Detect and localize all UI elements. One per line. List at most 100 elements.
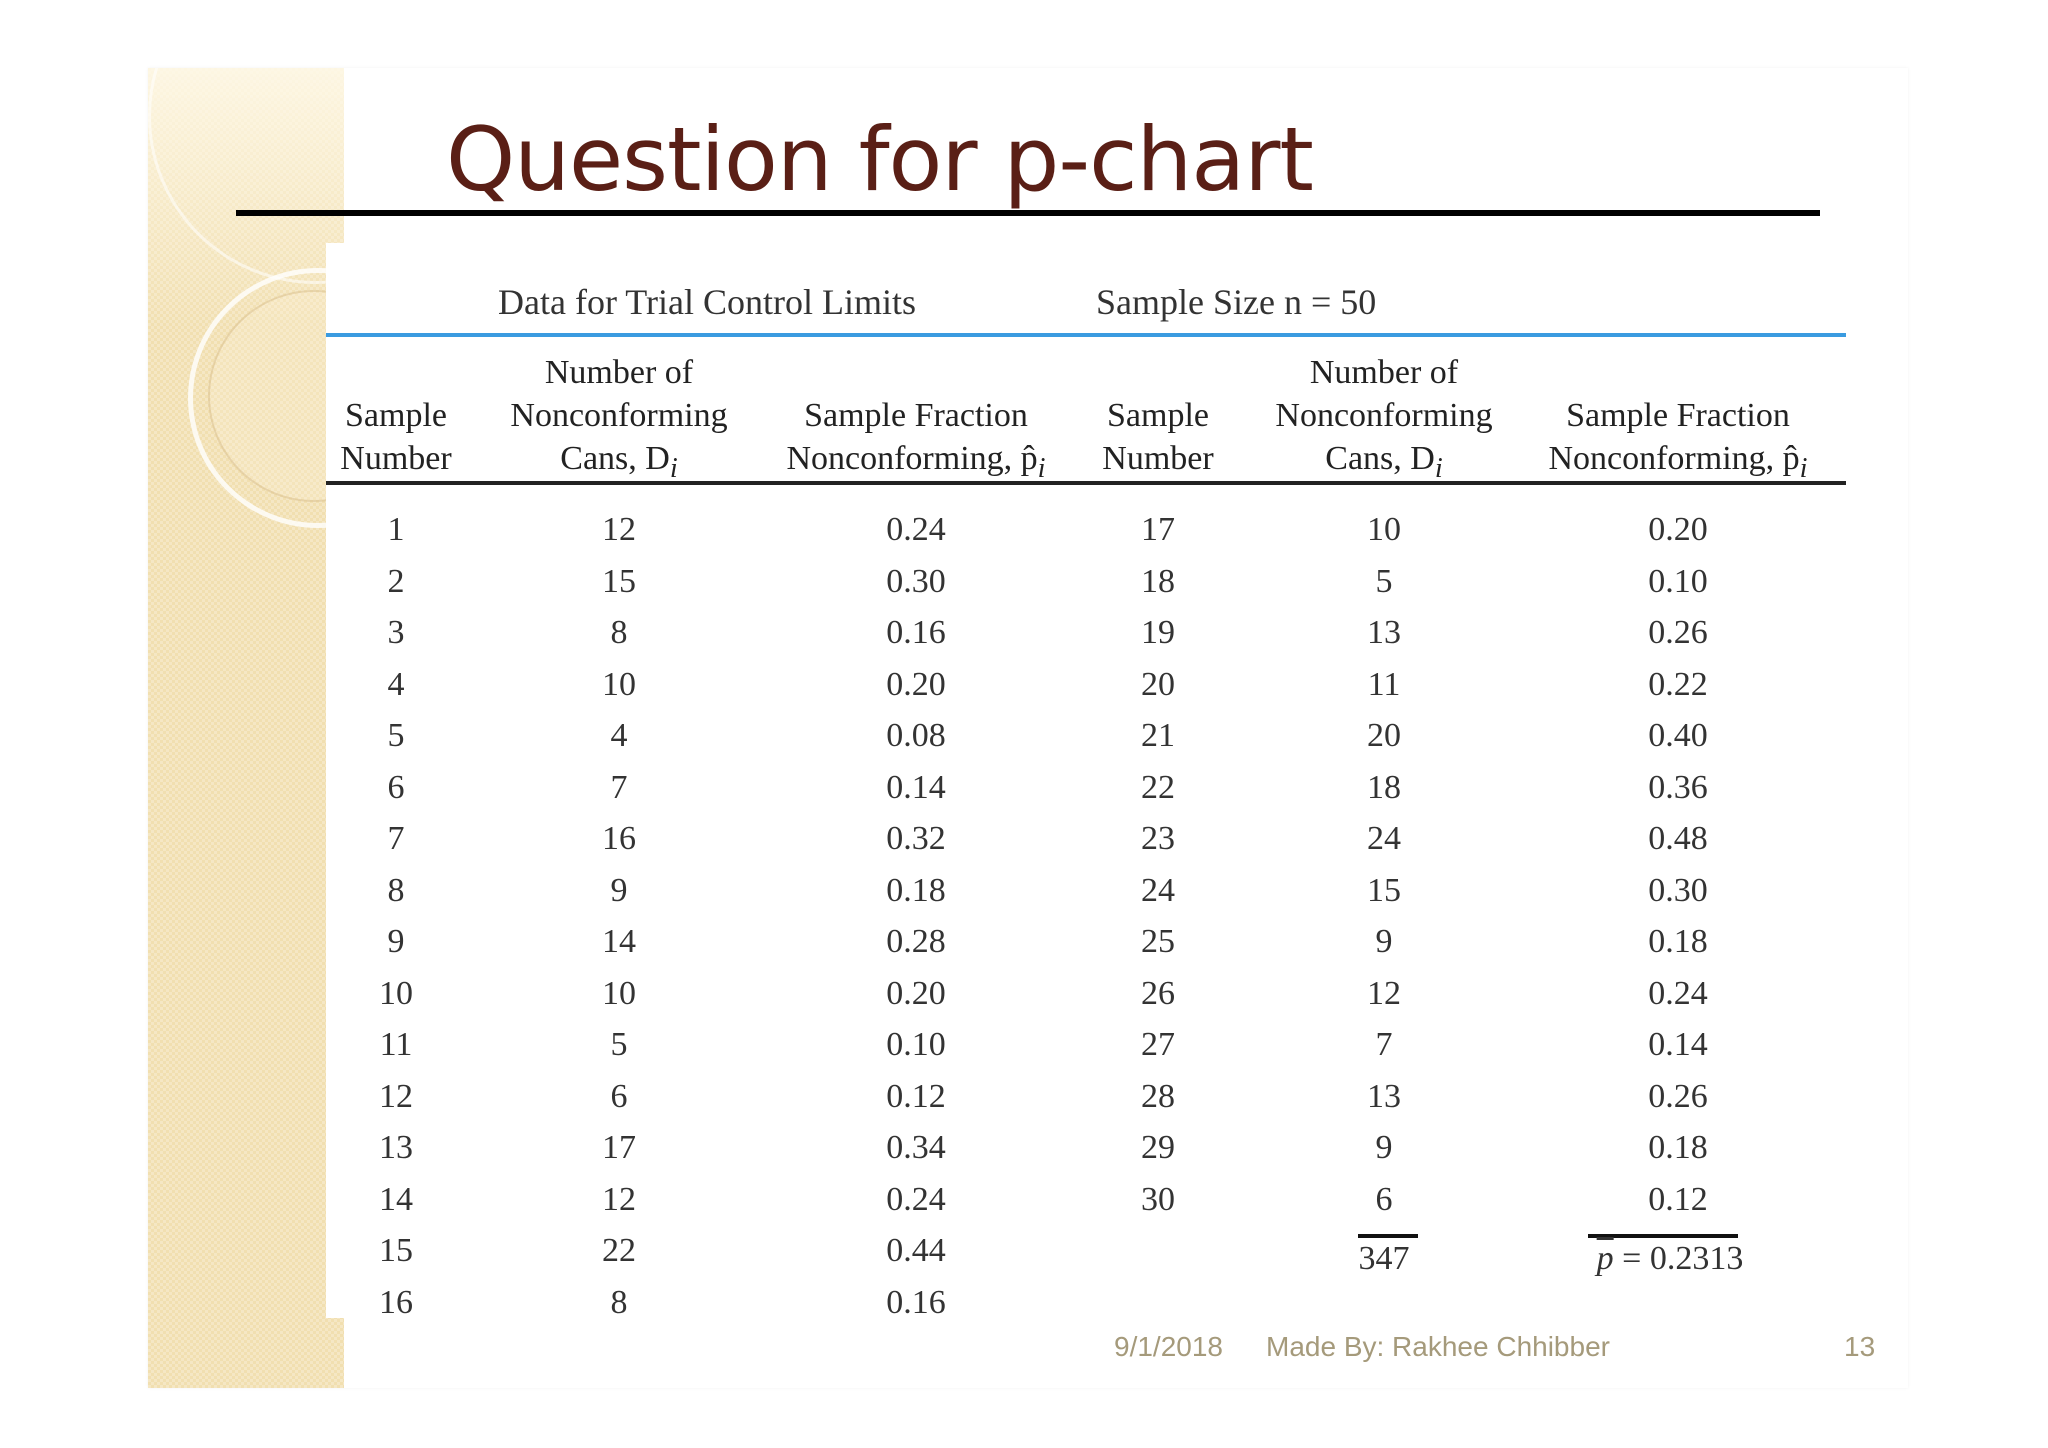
header-line: Nonconforming bbox=[1275, 397, 1493, 434]
cell-nonconforming-count: 6 bbox=[1375, 1180, 1393, 1218]
cell-sample-number: 5 bbox=[387, 717, 405, 754]
table-row: 3 8 0.16 19 13 0.26 bbox=[326, 614, 1846, 666]
table-caption-right: Sample Size n = 50 bbox=[1096, 282, 1377, 322]
cell-nonconforming-count: 8 bbox=[610, 1283, 628, 1321]
cell-nonconforming-count: 16 bbox=[602, 820, 636, 857]
cell-nonconforming-count: 10 bbox=[1367, 511, 1401, 548]
cell-sample-number: 21 bbox=[1141, 717, 1175, 754]
cell-sample-fraction: 0.08 bbox=[886, 717, 946, 754]
cell-sample-number: 26 bbox=[1141, 974, 1175, 1012]
total-nonconforming: 347 bbox=[1358, 1240, 1410, 1277]
cell-nonconforming-count: 13 bbox=[1367, 1077, 1401, 1115]
table-row: 10 10 0.20 26 12 0.24 bbox=[326, 975, 1846, 1027]
slide: Question for p-chart Data for Trial Cont… bbox=[148, 68, 1908, 1388]
cell-sample-fraction: 0.14 bbox=[1648, 1026, 1708, 1063]
header-text: Nonconforming, p bbox=[1548, 440, 1800, 477]
table-body: 1 12 0.24 17 10 0.20 2 15 0.30 18 5 0.10 3 8 0.16 19 13 0… bbox=[326, 511, 1846, 1335]
cell-sample-number: 4 bbox=[387, 665, 405, 703]
header-line: Cans, Di bbox=[510, 437, 727, 484]
cell-sample-number: 16 bbox=[379, 1283, 413, 1321]
header-line: Sample Fraction bbox=[804, 397, 1028, 434]
header-line: Nonconforming, p̂i bbox=[786, 437, 1045, 484]
cell-nonconforming-count: 7 bbox=[1375, 1026, 1393, 1063]
subscript-i: i bbox=[1799, 452, 1808, 484]
table-row: 16 8 0.16 bbox=[326, 1284, 1846, 1336]
p-bar-symbol: p bbox=[1596, 1240, 1614, 1277]
table-row: 6 7 0.14 22 18 0.36 bbox=[326, 769, 1846, 821]
cell-sample-fraction: 0.24 bbox=[1648, 974, 1708, 1012]
cell-sample-number: 18 bbox=[1141, 562, 1175, 600]
cell-sample-fraction: 0.40 bbox=[1648, 717, 1708, 754]
subscript-i: i bbox=[1434, 452, 1443, 484]
header-line: Cans, Di bbox=[1275, 437, 1492, 484]
table-row: 14 12 0.24 30 6 0.12 bbox=[326, 1181, 1846, 1233]
cell-sample-number: 29 bbox=[1141, 1129, 1175, 1166]
p-bar-rule bbox=[1588, 1234, 1738, 1238]
table-row: 11 5 0.10 27 7 0.14 bbox=[326, 1026, 1846, 1078]
cell-sample-number: 25 bbox=[1141, 923, 1175, 960]
cell-nonconforming-count: 18 bbox=[1367, 768, 1401, 806]
cell-sample-fraction: 0.48 bbox=[1648, 820, 1708, 857]
header-fraction-right: Sample Fraction Nonconforming, p̂i bbox=[1548, 394, 1807, 484]
cell-nonconforming-count: 11 bbox=[1367, 665, 1401, 703]
cell-sample-fraction: 0.26 bbox=[1648, 1077, 1708, 1115]
header-text: Nonconforming, p bbox=[786, 440, 1038, 477]
cell-sample-fraction: 0.32 bbox=[886, 820, 946, 857]
cell-sample-number: 17 bbox=[1141, 511, 1175, 548]
cell-sample-fraction: 0.36 bbox=[1648, 768, 1708, 806]
cell-nonconforming-count: 10 bbox=[602, 974, 636, 1012]
table-row: 5 4 0.08 21 20 0.40 bbox=[326, 717, 1846, 769]
cell-sample-fraction: 0.10 bbox=[886, 1026, 946, 1063]
subscript-i: i bbox=[669, 452, 678, 484]
cell-sample-number: 14 bbox=[379, 1180, 413, 1218]
cell-sample-fraction: 0.10 bbox=[1648, 562, 1708, 600]
header-text: Cans, D bbox=[1325, 440, 1435, 477]
cell-sample-fraction: 0.30 bbox=[1648, 871, 1708, 909]
table-row: 9 14 0.28 25 9 0.18 bbox=[326, 923, 1846, 975]
footer-author: Made By: Rakhee Chhibber bbox=[1266, 1331, 1610, 1362]
header-line: Sample Fraction bbox=[1566, 397, 1790, 434]
cell-nonconforming-count: 12 bbox=[602, 1180, 636, 1218]
footer-page-number: 13 bbox=[1844, 1331, 1876, 1362]
cell-nonconforming-count: 8 bbox=[610, 614, 628, 651]
cell-sample-fraction: 0.24 bbox=[886, 511, 946, 548]
cell-nonconforming-count: 15 bbox=[602, 562, 636, 600]
cell-sample-number: 24 bbox=[1141, 871, 1175, 909]
cell-sample-number: 2 bbox=[387, 562, 405, 600]
header-sample-number-left: Sample Number bbox=[340, 394, 451, 480]
cell-nonconforming-count: 24 bbox=[1367, 820, 1401, 857]
cell-nonconforming-count: 5 bbox=[1375, 562, 1393, 600]
table-row: 2 15 0.30 18 5 0.10 bbox=[326, 563, 1846, 615]
cell-sample-fraction: 0.16 bbox=[886, 614, 946, 651]
cell-sample-number: 8 bbox=[387, 871, 405, 909]
cell-sample-fraction: 0.12 bbox=[886, 1077, 946, 1115]
cell-nonconforming-count: 10 bbox=[602, 665, 636, 703]
cell-sample-number: 30 bbox=[1141, 1180, 1175, 1218]
table-row: 8 9 0.18 24 15 0.30 bbox=[326, 872, 1846, 924]
cell-sample-number: 27 bbox=[1141, 1026, 1175, 1063]
cell-sample-number: 11 bbox=[379, 1026, 413, 1063]
header-nonconforming-right: Number of Nonconforming Cans, Di bbox=[1275, 351, 1493, 484]
caption-rule bbox=[326, 333, 1846, 337]
header-line: Number of bbox=[1309, 354, 1459, 391]
cell-sample-fraction: 0.20 bbox=[886, 665, 946, 703]
cell-nonconforming-count: 5 bbox=[610, 1026, 628, 1063]
cell-sample-fraction: 0.16 bbox=[886, 1283, 946, 1321]
cell-nonconforming-count: 9 bbox=[610, 871, 628, 909]
cell-nonconforming-count: 4 bbox=[610, 717, 628, 754]
header-line: Number of bbox=[544, 354, 694, 391]
cell-nonconforming-count: 22 bbox=[602, 1232, 636, 1269]
header-nonconforming-left: Number of Nonconforming Cans, Di bbox=[510, 351, 727, 484]
table-row: 12 6 0.12 28 13 0.26 bbox=[326, 1078, 1846, 1130]
cell-sample-fraction: 0.24 bbox=[886, 1180, 946, 1218]
table-row: 15 22 0.44 bbox=[326, 1232, 1846, 1284]
cell-sample-number: 22 bbox=[1141, 768, 1175, 806]
header-line: Number bbox=[340, 440, 452, 477]
cell-nonconforming-count: 14 bbox=[602, 923, 636, 960]
header-sample-number-right: Sample Number bbox=[1102, 394, 1213, 480]
cell-sample-fraction: 0.20 bbox=[1648, 511, 1708, 548]
header-fraction-left: Sample Fraction Nonconforming, p̂i bbox=[786, 394, 1045, 484]
cell-sample-fraction: 0.44 bbox=[886, 1232, 946, 1269]
cell-sample-fraction: 0.22 bbox=[1648, 665, 1708, 703]
footer-date: 9/1/2018 bbox=[1114, 1331, 1223, 1362]
